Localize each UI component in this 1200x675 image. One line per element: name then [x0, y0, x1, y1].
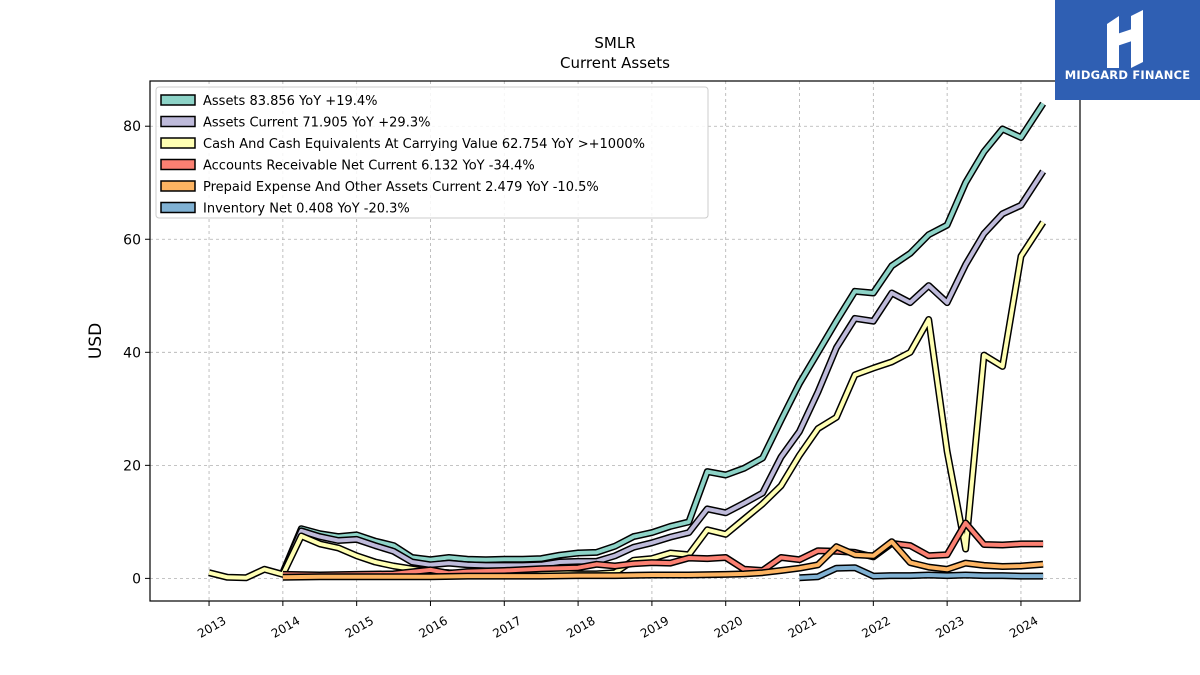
- legend-entry: Accounts Receivable Net Current 6.132 Yo…: [160, 158, 535, 174]
- brand-logo: MIDGARD FINANCE: [1055, 0, 1200, 100]
- chart-subtitle: Current Assets: [560, 54, 670, 72]
- series-line-3: [282, 519, 1044, 579]
- series-outline: [208, 220, 1047, 582]
- plot-area-frame: [149, 80, 1081, 602]
- midgard-logo-icon: [1107, 10, 1143, 68]
- y-axis-ticks: 0 20 40 60 80: [123, 119, 150, 587]
- x-tick-label: 2021: [786, 613, 819, 640]
- y-tick-label: 40: [123, 345, 141, 361]
- legend-entry: Assets 83.856 YoY +19.4%: [160, 94, 378, 109]
- series-lines: [208, 101, 1047, 582]
- legend-entry: Inventory Net 0.408 YoY -20.3%: [160, 201, 410, 217]
- x-tick-label: 2017: [490, 613, 523, 640]
- legend-label: Assets Current 71.905 YoY +29.3%: [203, 116, 430, 131]
- x-tick-label: 2024: [1007, 613, 1040, 640]
- y-tick-label: 60: [123, 232, 141, 248]
- legend-entry: Assets Current 71.905 YoY +29.3%: [160, 115, 430, 131]
- x-tick-label: 2020: [712, 613, 745, 640]
- series-stroke: [282, 539, 1044, 580]
- chart-legend: Assets 83.856 YoY +19.4% Assets Current 7…: [155, 86, 709, 219]
- series-line-4: [282, 538, 1044, 581]
- x-axis-ticks: 2013 2014 2015 2016 2017 2018 2019 2020 2021 2022…: [195, 601, 1040, 641]
- series-line-2: [208, 220, 1047, 582]
- series-stroke: [281, 102, 1045, 574]
- series-stroke: [799, 565, 1044, 580]
- x-tick-label: 2016: [417, 613, 450, 640]
- series-line-5: [799, 564, 1044, 582]
- x-tick-label: 2018: [564, 613, 597, 640]
- legend-entry: Cash And Cash Equivalents At Carrying Va…: [160, 137, 645, 152]
- legend-swatch: [160, 115, 196, 128]
- x-tick-label: 2019: [638, 613, 671, 640]
- legend-label: Assets 83.856 YoY +19.4%: [203, 94, 378, 109]
- series-line-0: [279, 101, 1047, 575]
- series-stroke: [208, 221, 1045, 580]
- y-tick-label: 20: [123, 458, 141, 474]
- legend-entry: Prepaid Expense And Other Assets Current…: [160, 180, 599, 195]
- x-tick-label: 2014: [269, 613, 302, 640]
- x-tick-label: 2022: [859, 613, 892, 640]
- chart-title: SMLR: [594, 34, 635, 52]
- legend-label: Accounts Receivable Net Current 6.132 Yo…: [203, 159, 535, 174]
- y-tick-label: 80: [123, 119, 141, 135]
- series-stroke: [281, 170, 1045, 574]
- legend-swatch: [160, 201, 196, 214]
- legend-swatch: [160, 94, 196, 106]
- x-tick-label: 2015: [343, 613, 376, 640]
- legend-label: Inventory Net 0.408 YoY -20.3%: [203, 202, 410, 217]
- legend-swatch: [160, 158, 196, 171]
- y-axis-label: USD: [86, 323, 106, 359]
- legend-swatch: [160, 137, 196, 149]
- brand-name: MIDGARD FINANCE: [1064, 68, 1191, 82]
- x-tick-label: 2013: [195, 613, 228, 640]
- legend-frame: [155, 86, 709, 219]
- series-stroke: [282, 521, 1044, 577]
- y-tick-label: 0: [132, 571, 141, 587]
- x-tick-label: 2023: [933, 613, 966, 640]
- legend-label: Prepaid Expense And Other Assets Current…: [203, 180, 599, 195]
- legend-swatch: [160, 180, 196, 192]
- legend-label: Cash And Cash Equivalents At Carrying Va…: [203, 137, 645, 152]
- series-line-1: [279, 169, 1047, 575]
